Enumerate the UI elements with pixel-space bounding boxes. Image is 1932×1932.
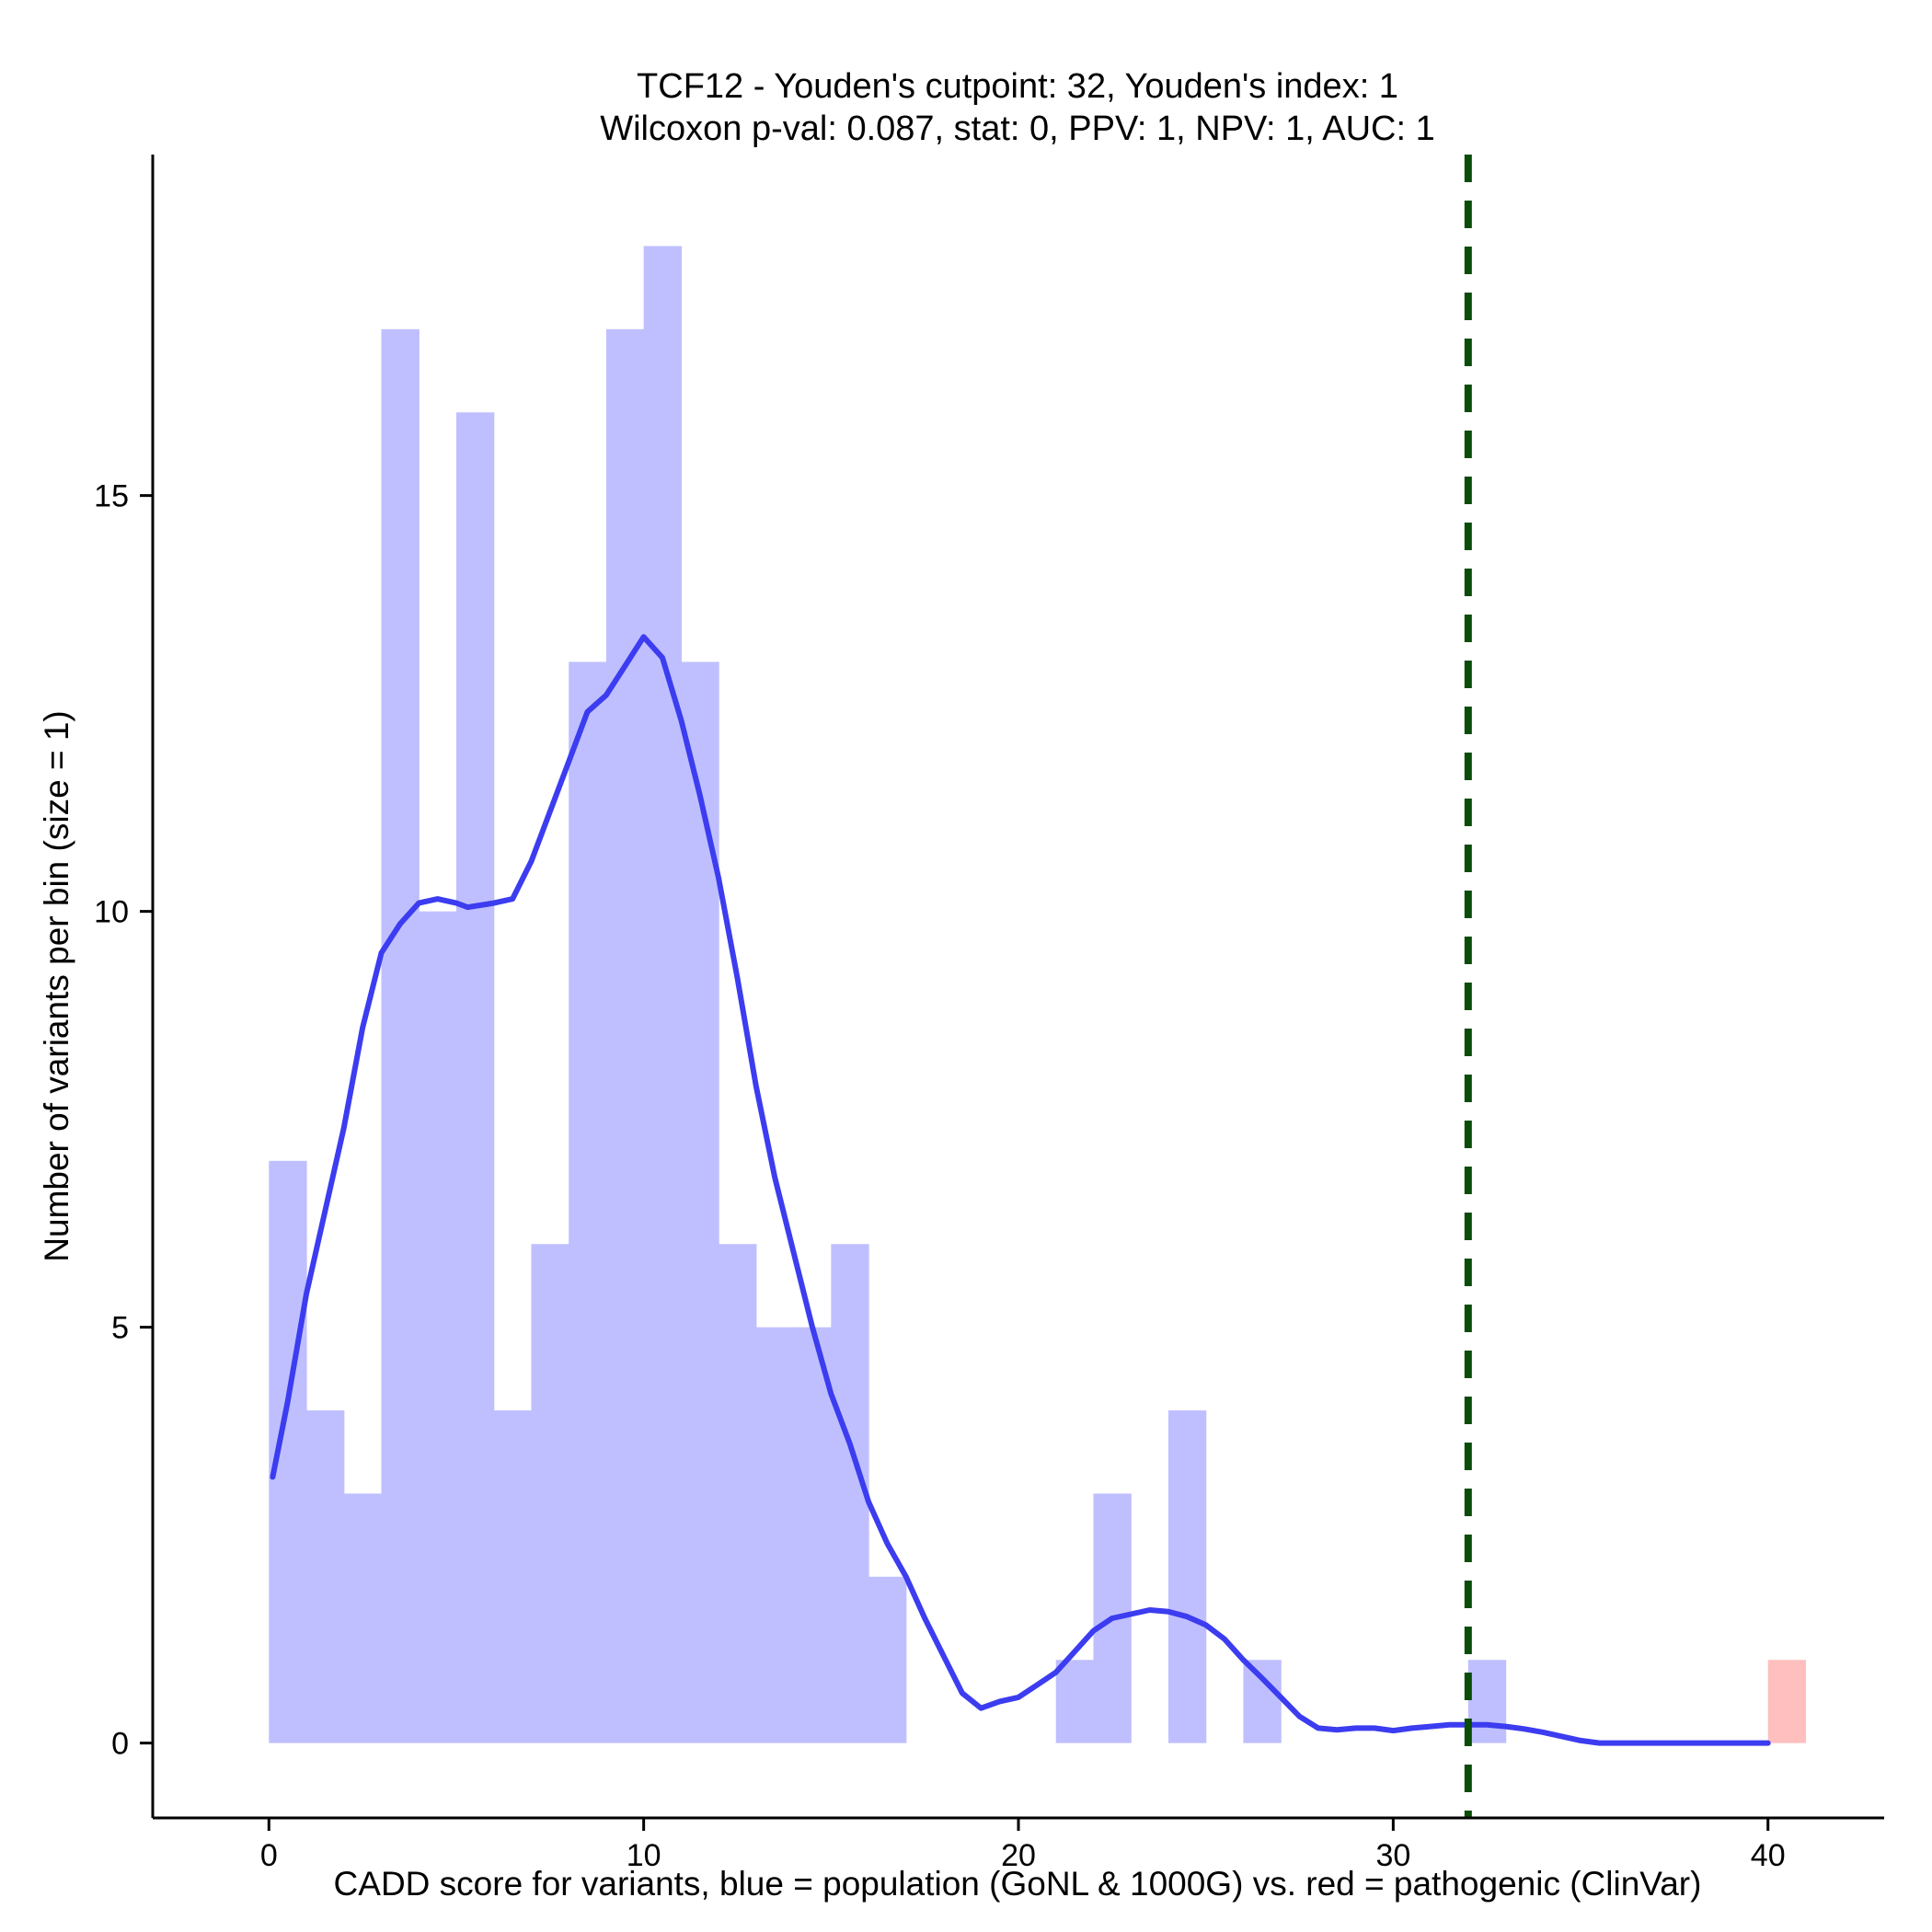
population-bar-15	[831, 1244, 869, 1743]
population-bar-14	[793, 1327, 832, 1743]
density-curve-group	[270, 634, 1771, 1746]
population-bar-21	[1055, 1660, 1095, 1743]
population-bar-13	[755, 1327, 795, 1743]
x-tick-label: 0	[260, 1838, 278, 1873]
population-bar-5	[455, 412, 495, 1743]
population-bar-16	[868, 1576, 907, 1743]
y-axis-label: Number of variants per bin (size = 1)	[38, 710, 75, 1261]
population-bar-12	[719, 1244, 757, 1743]
population-bar-7	[531, 1244, 569, 1743]
population-bar-2	[343, 1493, 383, 1743]
pathogenic-bar-40	[1767, 1660, 1807, 1743]
histogram-bars	[269, 246, 1807, 1743]
population-bar-32	[1467, 1660, 1507, 1743]
y-tick-label: 5	[111, 1311, 129, 1346]
y-tick-label: 0	[111, 1727, 129, 1762]
x-tick-label: 20	[1001, 1838, 1036, 1873]
population-bar-0	[269, 1160, 307, 1743]
population-bar-24	[1167, 1410, 1207, 1743]
x-tick-label: 30	[1375, 1838, 1410, 1873]
y-tick-label: 10	[94, 895, 129, 930]
density-line	[270, 634, 1771, 1746]
chart-subtitle: Wilcoxon p-val: 0.087, stat: 0, PPV: 1, …	[600, 109, 1434, 148]
x-tick-label: 10	[627, 1838, 661, 1873]
x-tick-label: 40	[1751, 1838, 1786, 1873]
population-bar-11	[681, 661, 719, 1743]
population-bar-9	[605, 328, 645, 1743]
x-ticks: 0 10 20 30 40	[260, 1818, 1786, 1873]
population-bar-10	[643, 246, 682, 1743]
y-tick-label: 15	[94, 479, 129, 514]
x-axis-label: CADD score for variants, blue = populati…	[334, 1865, 1702, 1903]
population-bar-6	[493, 1410, 533, 1743]
population-bar-3	[381, 328, 420, 1743]
population-bar-1	[306, 1410, 345, 1743]
chart-title: TCF12 - Youden's cutpoint: 32, Youden's …	[637, 67, 1398, 106]
population-bar-26	[1243, 1660, 1282, 1743]
y-ticks: 0 5 10 15	[94, 479, 153, 1762]
population-bar-4	[419, 911, 457, 1743]
population-bar-8	[569, 661, 607, 1743]
